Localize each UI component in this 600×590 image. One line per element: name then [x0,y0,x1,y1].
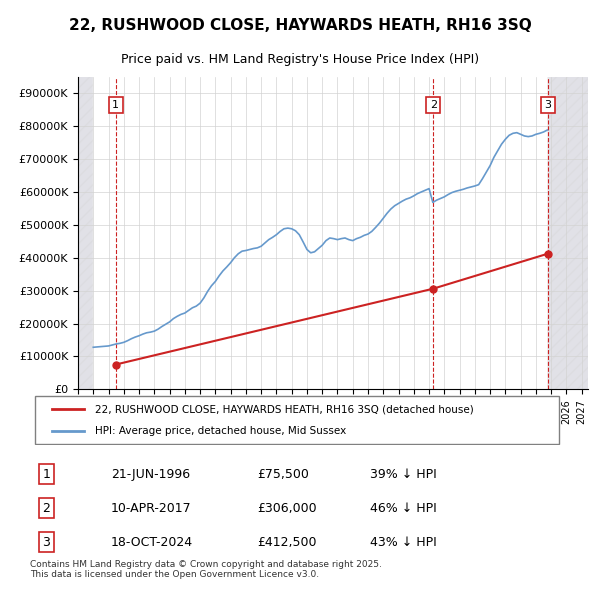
Text: 21-JUN-1996: 21-JUN-1996 [111,467,190,481]
Text: 1: 1 [112,100,119,110]
Text: £412,500: £412,500 [257,536,316,549]
Text: 46% ↓ HPI: 46% ↓ HPI [370,502,437,514]
Text: 2: 2 [430,100,437,110]
Text: 2: 2 [42,502,50,514]
Text: 43% ↓ HPI: 43% ↓ HPI [370,536,437,549]
Bar [93,77,547,389]
Text: Price paid vs. HM Land Registry's House Price Index (HPI): Price paid vs. HM Land Registry's House … [121,53,479,66]
Text: 22, RUSHWOOD CLOSE, HAYWARDS HEATH, RH16 3SQ: 22, RUSHWOOD CLOSE, HAYWARDS HEATH, RH16… [68,18,532,32]
Text: Contains HM Land Registry data © Crown copyright and database right 2025.
This d: Contains HM Land Registry data © Crown c… [30,560,382,579]
Text: 39% ↓ HPI: 39% ↓ HPI [370,467,437,481]
Text: £75,500: £75,500 [257,467,308,481]
Text: 10-APR-2017: 10-APR-2017 [111,502,191,514]
Text: 1: 1 [42,467,50,481]
Text: 22, RUSHWOOD CLOSE, HAYWARDS HEATH, RH16 3SQ (detached house): 22, RUSHWOOD CLOSE, HAYWARDS HEATH, RH16… [95,404,473,414]
Text: £306,000: £306,000 [257,502,316,514]
Text: 3: 3 [42,536,50,549]
Text: HPI: Average price, detached house, Mid Sussex: HPI: Average price, detached house, Mid … [95,427,346,437]
Bar [547,77,588,389]
Text: 18-OCT-2024: 18-OCT-2024 [111,536,193,549]
Text: 3: 3 [545,100,551,110]
Bar [78,77,93,389]
FancyBboxPatch shape [35,396,559,444]
